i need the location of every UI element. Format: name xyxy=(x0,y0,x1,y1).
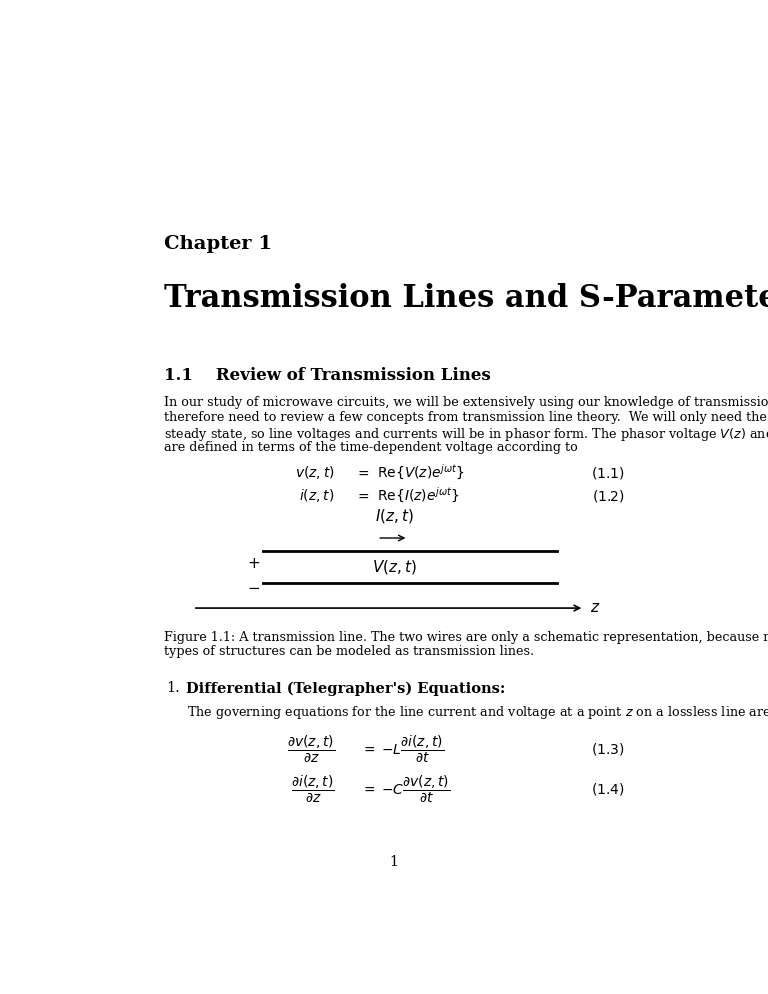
Text: $(1.4)$: $(1.4)$ xyxy=(591,781,624,797)
Text: $-C\dfrac{\partial v(z,t)}{\partial t}$: $-C\dfrac{\partial v(z,t)}{\partial t}$ xyxy=(381,773,451,805)
Text: $v(z,t)$: $v(z,t)$ xyxy=(295,464,335,481)
Text: $i(z,t)$: $i(z,t)$ xyxy=(300,487,335,504)
Text: $\dfrac{\partial v(z,t)}{\partial z}$: $\dfrac{\partial v(z,t)}{\partial z}$ xyxy=(286,734,335,764)
Text: $-$: $-$ xyxy=(247,580,260,594)
Text: Chapter 1: Chapter 1 xyxy=(164,235,273,252)
Text: $z$: $z$ xyxy=(590,601,600,615)
Text: 1.: 1. xyxy=(166,681,180,695)
Text: Figure 1.1: A transmission line. The two wires are only a schematic representati: Figure 1.1: A transmission line. The two… xyxy=(164,631,768,644)
Text: Transmission Lines and S-Parameters: Transmission Lines and S-Parameters xyxy=(164,282,768,313)
Text: $-L\dfrac{\partial i(z,t)}{\partial t}$: $-L\dfrac{\partial i(z,t)}{\partial t}$ xyxy=(381,734,444,764)
Text: 1.1    Review of Transmission Lines: 1.1 Review of Transmission Lines xyxy=(164,367,491,385)
Text: $\mathrm{Re}\left\{V(z)e^{j\omega t}\right\}$: $\mathrm{Re}\left\{V(z)e^{j\omega t}\rig… xyxy=(376,463,465,482)
Text: $+$: $+$ xyxy=(247,558,260,572)
Text: $(1.1)$: $(1.1)$ xyxy=(591,464,624,480)
Text: $=$: $=$ xyxy=(362,782,376,796)
Text: Differential (Telegrapher's) Equations:: Differential (Telegrapher's) Equations: xyxy=(186,681,505,696)
Text: $\dfrac{\partial i(z,t)}{\partial z}$: $\dfrac{\partial i(z,t)}{\partial z}$ xyxy=(291,773,335,805)
Text: $(1.3)$: $(1.3)$ xyxy=(591,741,624,757)
Text: $\mathrm{Re}\left\{I(z)e^{j\omega t}\right\}$: $\mathrm{Re}\left\{I(z)e^{j\omega t}\rig… xyxy=(376,486,459,505)
Text: In our study of microwave circuits, we will be extensively using our knowledge o: In our study of microwave circuits, we w… xyxy=(164,397,768,410)
Text: $=$: $=$ xyxy=(355,465,370,479)
Text: The governing equations for the line current and voltage at a point $z$ on a los: The governing equations for the line cur… xyxy=(187,705,768,722)
Text: are defined in terms of the time-dependent voltage according to: are defined in terms of the time-depende… xyxy=(164,440,578,454)
Text: $V(z,t)$: $V(z,t)$ xyxy=(372,559,417,577)
Text: $(1.2)$: $(1.2)$ xyxy=(591,488,624,504)
Text: $=$: $=$ xyxy=(355,489,370,503)
Text: therefore need to review a few concepts from transmission line theory.  We will : therefore need to review a few concepts … xyxy=(164,412,768,424)
Text: $=$: $=$ xyxy=(362,742,376,756)
Text: steady state, so line voltages and currents will be in phasor form. The phasor v: steady state, so line voltages and curre… xyxy=(164,426,768,443)
Text: types of structures can be modeled as transmission lines.: types of structures can be modeled as tr… xyxy=(164,645,535,658)
Text: $I(z,t)$: $I(z,t)$ xyxy=(375,507,414,525)
Text: 1: 1 xyxy=(389,855,398,869)
